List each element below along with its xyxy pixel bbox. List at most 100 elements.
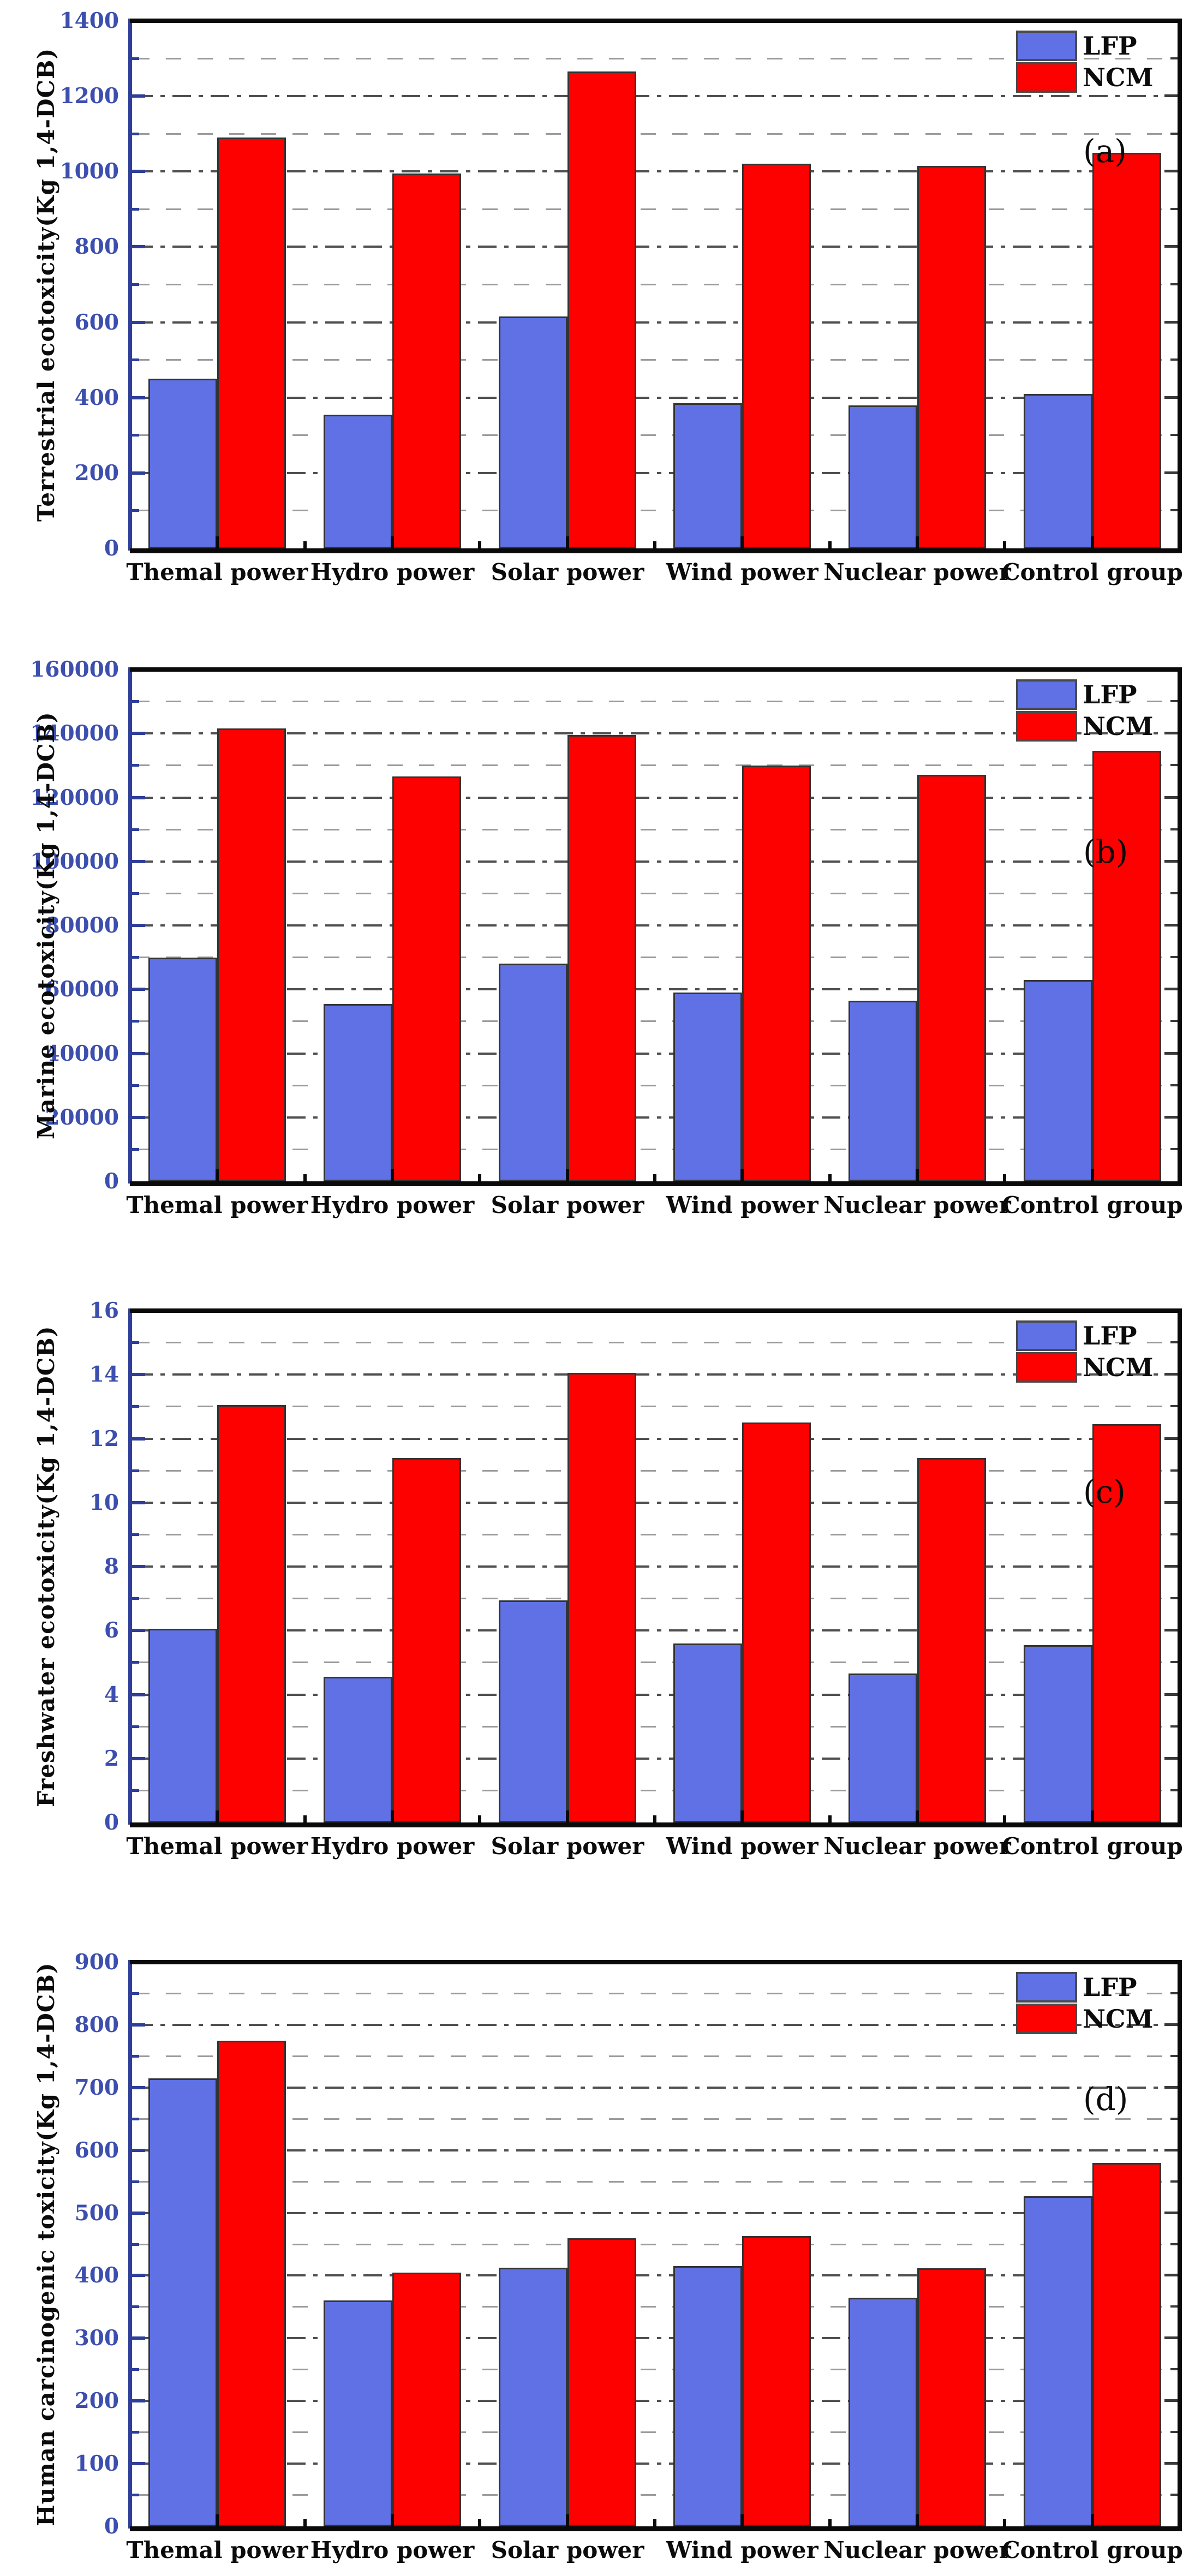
legend: LFP NCM (1016, 31, 1154, 94)
bar-ncm-solar-power (567, 1373, 636, 1822)
y-axis-right-major-tick (1164, 2149, 1180, 2151)
bar-ncm-solar-power (567, 2238, 636, 2526)
x-tick-label-themal-power: Themal power (126, 1192, 308, 1218)
y-axis-right-major-tick (1164, 2462, 1180, 2465)
x-tick-label-control-group: Control group (1002, 2537, 1183, 2563)
x-axis-major-tick (916, 536, 919, 548)
bar-ncm-nuclear-power (917, 2268, 986, 2526)
y-axis-right-minor-tick (1170, 2055, 1180, 2057)
y-axis-minor-tick (130, 2055, 139, 2058)
major-gridline (134, 797, 1175, 799)
y-axis-right-minor-tick (1170, 892, 1180, 894)
minor-gridline (134, 764, 1175, 766)
y-tick-label-400: 400 (74, 2263, 119, 2288)
x-axis-major-tick (916, 1169, 919, 1181)
legend: LFP NCM (1016, 679, 1154, 743)
chart-panel-d: Themal power Hydro power Solar power Wind p… (0, 1932, 1195, 2576)
y-axis-right-major-tick (1164, 796, 1180, 799)
top-spine (130, 667, 1181, 672)
y-axis-major-tick (130, 1116, 145, 1119)
y-axis-right-minor-tick (1170, 1533, 1180, 1535)
y-axis-major-tick (130, 1052, 145, 1055)
legend-swatch-ncm (1016, 711, 1077, 742)
minor-gridline (134, 1470, 1175, 1472)
bar-ncm-solar-power (567, 71, 636, 548)
y-axis-right-major-tick (1164, 1693, 1180, 1696)
legend-label-ncm: NCM (1083, 1353, 1154, 1382)
y-axis-minor-tick (130, 509, 139, 512)
x-axis-major-tick (216, 2514, 219, 2526)
bar-lfp-control-group (1024, 1645, 1092, 1822)
y-tick-label-0: 0 (104, 536, 119, 561)
legend-swatch-ncm (1016, 2004, 1077, 2034)
y-axis-spine (128, 1960, 132, 2529)
y-axis-major-tick (130, 924, 145, 927)
y-axis-minor-tick (130, 1405, 139, 1408)
panel-letter-c: (c) (1083, 1473, 1126, 1510)
bar-lfp-wind-power (673, 403, 742, 548)
y-tick-label-100: 100 (74, 2451, 119, 2476)
legend-swatch-lfp (1016, 31, 1077, 61)
bar-ncm-control-group (1092, 153, 1161, 548)
right-spine (1178, 19, 1182, 551)
major-gridline (134, 95, 1175, 97)
bar-ncm-hydro-power (392, 174, 461, 548)
y-axis-spine (128, 667, 132, 1184)
x-tick-label-nuclear-power: Nuclear power (823, 1833, 1011, 1860)
y-axis-right-major-tick (1164, 471, 1180, 474)
top-spine (130, 1308, 1181, 1313)
major-gridline (134, 397, 1175, 399)
x-axis-minor-tick (653, 1815, 656, 1822)
major-gridline (134, 321, 1175, 324)
bar-ncm-themal-power (217, 1405, 286, 1822)
y-axis-right-major-tick (1164, 732, 1180, 734)
y-axis-right-minor-tick (1170, 2305, 1180, 2308)
y-tick-label-40000: 40000 (45, 1041, 119, 1066)
y-axis-right-minor-tick (1170, 700, 1180, 702)
y-axis-minor-tick (130, 828, 139, 831)
right-spine (1178, 1308, 1182, 1825)
legend-item-lfp: LFP (1016, 1320, 1154, 1351)
minor-gridline (134, 2494, 1175, 2496)
major-gridline (134, 988, 1175, 990)
y-axis-right-minor-tick (1170, 358, 1180, 361)
x-tick-label-themal-power: Themal power (126, 559, 308, 585)
minor-gridline (134, 1598, 1175, 1599)
y-tick-label-500: 500 (74, 2201, 119, 2226)
y-axis-minor-tick (130, 956, 139, 959)
y-tick-label-120000: 120000 (30, 785, 119, 810)
y-axis-minor-tick (130, 1084, 139, 1087)
major-gridline (134, 246, 1175, 248)
bar-ncm-nuclear-power (917, 166, 986, 548)
y-axis-major-tick (130, 1629, 145, 1632)
legend-swatch-lfp (1016, 1972, 1077, 2003)
minor-gridline (134, 1661, 1175, 1663)
y-axis-minor-tick (130, 764, 139, 767)
minor-gridline (134, 701, 1175, 702)
x-axis-spine (130, 1822, 1182, 1827)
y-axis-right-major-tick (1164, 1116, 1180, 1119)
bar-lfp-wind-power (673, 1643, 742, 1822)
y-tick-label-200: 200 (74, 2388, 119, 2413)
y-tick-label-300: 300 (74, 2326, 119, 2351)
bar-ncm-control-group (1092, 751, 1161, 1181)
y-axis-right-major-tick (1164, 860, 1180, 863)
y-axis-major-tick (130, 396, 145, 399)
minor-gridline (134, 434, 1175, 436)
x-axis-major-tick (216, 536, 219, 548)
y-axis-right-minor-tick (1170, 2494, 1180, 2496)
bar-lfp-hydro-power (324, 1004, 392, 1181)
y-axis-major-tick (130, 2086, 145, 2089)
x-axis-major-tick (1091, 1810, 1094, 1822)
y-tick-label-8: 8 (104, 1554, 119, 1579)
y-axis-right-minor-tick (1170, 133, 1180, 135)
x-axis-major-tick (1091, 2514, 1094, 2526)
x-tick-label-wind-power: Wind power (666, 2537, 818, 2563)
bar-lfp-themal-power (148, 1629, 217, 1822)
y-axis-right-major-tick (1164, 2336, 1180, 2339)
y-axis-right-minor-tick (1170, 2368, 1180, 2370)
y-axis-minor-tick (130, 1533, 139, 1536)
y-axis-major-tick (130, 2212, 145, 2215)
y-axis-major-tick (130, 796, 145, 799)
minor-gridline (134, 1406, 1175, 1407)
